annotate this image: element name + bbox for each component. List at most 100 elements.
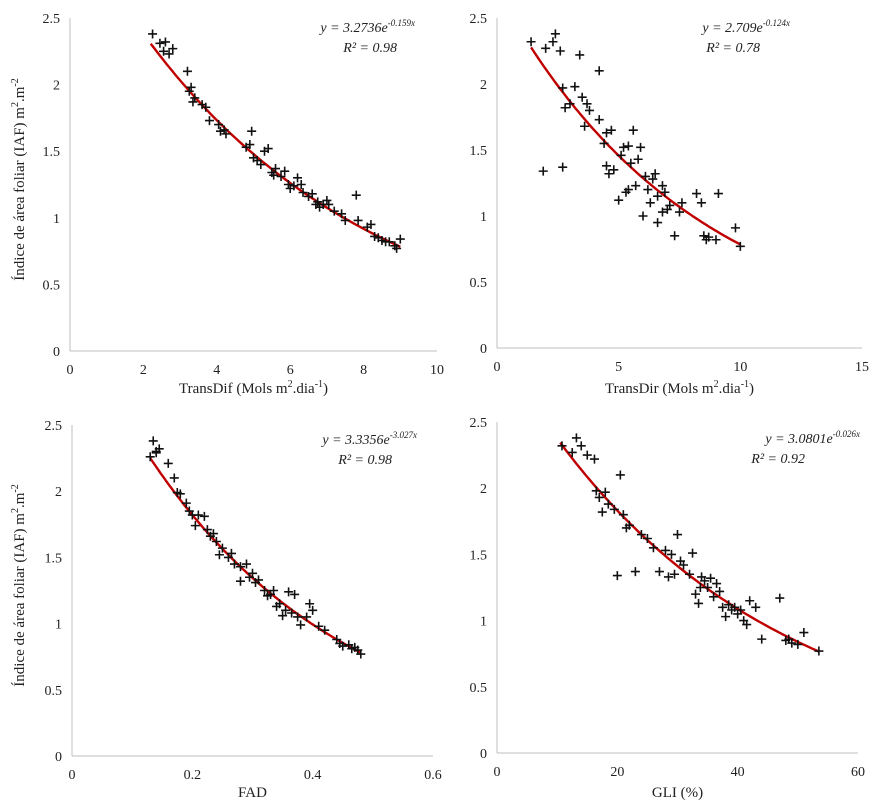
data-point [576,441,586,451]
data-point [582,99,592,109]
data-point [660,187,670,197]
y-tick-label: 2.5 [43,12,61,27]
y-tick-label: 0 [480,342,487,357]
y-tick-label: 2 [480,78,487,93]
x-tick-label: 20 [610,765,624,780]
data-point [175,489,185,499]
r-squared-label: R² = 0.92 [750,452,805,467]
data-point [685,569,695,579]
equation-label: y = 3.0801e-0.026x [763,429,860,447]
data-point [181,498,191,508]
x-tick-label: 10 [430,363,444,378]
equation-label: y = 3.2736e-0.159x [318,18,415,36]
data-point [276,172,286,182]
data-point [799,628,809,638]
data-point [730,602,740,612]
data-point [814,646,824,656]
data-point [184,86,194,96]
data-point [263,144,273,154]
data-point [665,200,675,210]
y-tick-label: 0 [53,345,60,360]
data-point [623,185,633,195]
data-point [211,537,221,547]
data-point [324,199,334,209]
data-point [594,115,604,125]
x-tick-label: 2 [140,363,147,378]
data-point [575,50,585,60]
data-point [241,559,251,569]
x-tick-label: 10 [733,360,747,375]
data-point [256,160,266,170]
data-point [260,586,270,595]
data-point [337,209,347,219]
data-point [558,162,568,172]
data-point [296,620,306,630]
y-tick-label: 0 [480,747,487,762]
data-point [742,620,752,630]
data-point [307,189,317,199]
y-axis-label: Índice de área foliar (IAF) m2.m-2 [10,484,28,686]
equation-label: y = 2.709e-0.124x [700,18,790,36]
data-point [640,171,650,181]
y-tick-label: 1.5 [470,144,488,159]
y-tick-label: 2.5 [470,416,488,431]
data-point [636,142,646,152]
data-point [602,128,611,138]
data-point [169,473,179,483]
data-point [736,605,746,615]
y-tick-label: 0.5 [45,684,63,699]
data-point [329,206,339,216]
data-point [721,612,731,622]
data-point [186,82,196,92]
data-point [688,548,698,558]
y-tick-label: 1.5 [43,145,61,160]
data-point [626,158,636,168]
data-point [582,450,592,460]
data-point [526,37,536,47]
data-point [293,612,303,622]
data-point [340,215,350,225]
data-point [182,66,192,76]
data-point [660,545,670,555]
data-point [271,164,281,174]
data-point [657,181,667,191]
data-point [565,99,575,109]
x-tick-label: 0 [69,768,76,783]
data-point [609,165,619,175]
data-point [653,191,663,201]
data-point [599,138,609,148]
data-point [670,231,680,241]
x-axis-label: TransDir (Mols m2.dia-1) [605,379,754,397]
data-point [624,520,634,530]
x-tick-label: 0.2 [184,768,202,783]
data-point [193,510,203,520]
x-tick-label: 60 [851,765,865,780]
data-point [145,452,155,462]
data-point [628,125,638,135]
y-tick-label: 0.5 [470,276,488,291]
data-point [356,649,366,659]
data-point [703,583,713,592]
data-point [653,218,663,228]
y-tick-label: 1 [53,212,60,227]
data-point [204,116,214,126]
r-squared-label: R² = 0.98 [342,41,397,56]
data-point [597,507,607,517]
data-point [616,150,626,160]
data-point [221,129,231,139]
data-point [298,187,308,197]
data-point [712,579,722,589]
data-point [633,154,643,164]
data-point [700,576,710,586]
data-point [787,638,797,648]
x-tick-label: 0 [67,363,74,378]
data-point [384,237,394,247]
data-point [283,180,293,189]
data-point [570,82,580,92]
data-point [314,621,324,631]
x-tick-label: 0.4 [304,768,322,783]
data-point [269,170,279,180]
data-point [643,185,653,195]
data-point [589,454,599,464]
data-point [550,29,560,39]
